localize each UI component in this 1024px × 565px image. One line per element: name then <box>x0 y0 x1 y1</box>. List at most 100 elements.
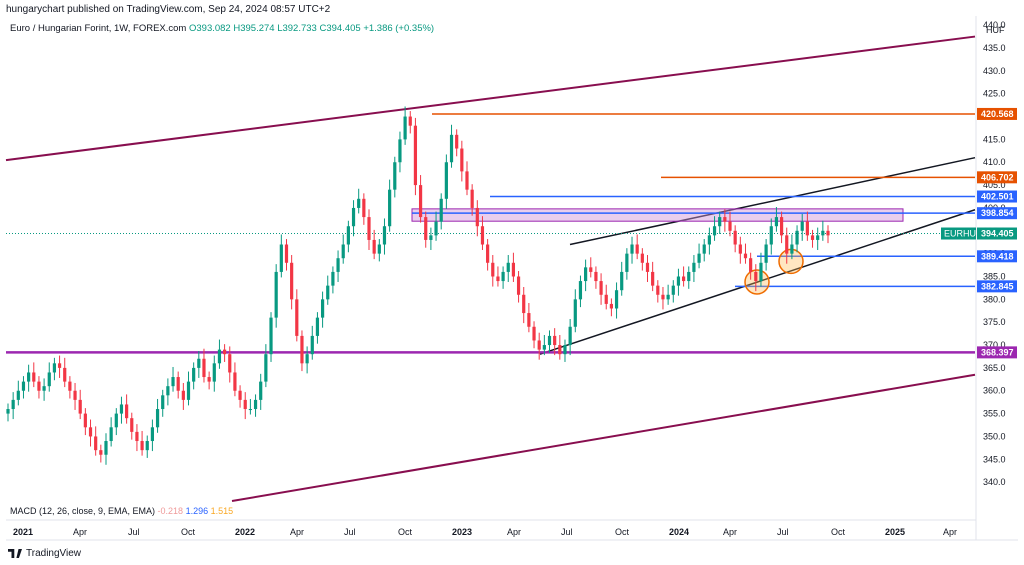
y-tick-label: 360.0 <box>983 386 1006 396</box>
y-tick-label: 380.0 <box>983 294 1006 304</box>
candle-body <box>377 244 381 254</box>
candle-body <box>372 239 376 254</box>
candle-body <box>470 189 474 208</box>
candle-body <box>119 404 124 414</box>
candle-body <box>805 221 809 236</box>
candle-body <box>511 262 516 277</box>
level-price-tag <box>977 280 1017 293</box>
level-price-label: 398.854 <box>981 208 1014 218</box>
candle-body <box>418 185 423 218</box>
candle-body <box>57 363 62 368</box>
upper-channel-line[interactable] <box>5 35 976 162</box>
candle-body <box>764 244 768 263</box>
candle-body <box>681 276 686 282</box>
candle-body <box>620 271 624 291</box>
candle-body <box>202 358 206 378</box>
candle-body <box>351 207 356 227</box>
candle-body <box>563 345 567 355</box>
lower-trend-line[interactable] <box>539 209 976 355</box>
ohlc-low: L392.733 <box>277 23 317 34</box>
level-price-label: 382.845 <box>981 281 1014 291</box>
candle-body <box>6 409 10 414</box>
y-tick-label: 355.0 <box>983 409 1006 419</box>
lower-channel-line[interactable] <box>231 373 976 502</box>
candle-body <box>589 267 593 272</box>
upper-trend-line[interactable] <box>569 156 976 246</box>
candle-body <box>300 335 304 364</box>
candle-body <box>305 354 309 364</box>
current-symbol-tag <box>941 227 976 240</box>
candle-body <box>810 235 815 240</box>
candle-body <box>516 276 521 295</box>
candle-body <box>388 189 392 227</box>
x-tick-label: Apr <box>290 527 304 537</box>
candle-body <box>738 244 742 254</box>
y-tick-label: 340.0 <box>983 477 1006 487</box>
candle-body <box>223 349 227 355</box>
candle-body <box>336 258 340 272</box>
y-tick-label: 350.0 <box>983 431 1006 441</box>
candle-body <box>52 363 57 373</box>
candle-body <box>228 354 232 373</box>
candle-body <box>181 390 185 400</box>
candle-body <box>78 399 82 414</box>
x-tick-label: Apr <box>943 527 957 537</box>
candle-body <box>444 162 448 199</box>
candle-body <box>527 313 531 327</box>
x-tick-label: Oct <box>181 527 196 537</box>
candle-body <box>88 427 93 437</box>
candle-body <box>486 244 490 263</box>
price-axis-currency: HUF <box>986 25 1005 35</box>
resistance-zone[interactable] <box>411 208 904 222</box>
candle-body <box>398 139 402 163</box>
y-tick-label: 415.0 <box>983 134 1006 144</box>
x-tick-label: Apr <box>723 527 737 537</box>
candle-body <box>264 354 268 382</box>
candle-body <box>341 244 345 259</box>
candle-body <box>785 235 789 254</box>
candle-body <box>439 198 443 222</box>
level-price-label: 420.568 <box>981 109 1014 119</box>
candle-body <box>233 372 237 391</box>
candle-body <box>749 258 753 272</box>
candle-body <box>558 345 562 355</box>
candle-body <box>408 116 412 126</box>
candle-body <box>362 198 366 218</box>
candle-body <box>697 253 701 263</box>
level-price-tag <box>977 107 1017 120</box>
candle-body <box>429 235 433 240</box>
candle-body <box>161 395 165 410</box>
candle-body <box>604 294 608 304</box>
candle-body <box>11 399 15 410</box>
candle-body <box>140 441 144 451</box>
candle-body <box>238 390 242 400</box>
candle-body <box>795 230 799 245</box>
candle-body <box>171 377 175 387</box>
ohlc-change: +1.386 (+0.35%) <box>363 23 435 34</box>
symbol-name: Euro / Hungarian Forint, 1W, FOREX.com <box>10 23 187 34</box>
candle-body <box>176 377 180 391</box>
candle-body <box>599 281 603 295</box>
candle-body <box>315 317 320 336</box>
candle-body <box>821 230 825 236</box>
candle-body <box>733 230 737 245</box>
level-price-tag <box>977 190 1017 203</box>
candle-body <box>712 226 717 236</box>
current-symbol-label: EURHUF <box>944 229 982 239</box>
candle-body <box>104 441 108 455</box>
candle-body <box>73 390 77 400</box>
candle-body <box>37 381 41 391</box>
y-tick-label: 435.0 <box>983 43 1006 53</box>
candle-body <box>816 235 820 240</box>
candle-body <box>109 427 113 442</box>
level-price-label: 368.397 <box>981 347 1014 357</box>
candle-body <box>522 294 526 314</box>
candle-body <box>114 413 118 428</box>
candle-body <box>743 253 748 259</box>
candle-body <box>774 217 779 227</box>
candle-body <box>382 226 387 245</box>
candle-body <box>32 372 36 382</box>
x-tick-label: Oct <box>615 527 630 537</box>
tradingview-logo-icon <box>8 549 22 558</box>
